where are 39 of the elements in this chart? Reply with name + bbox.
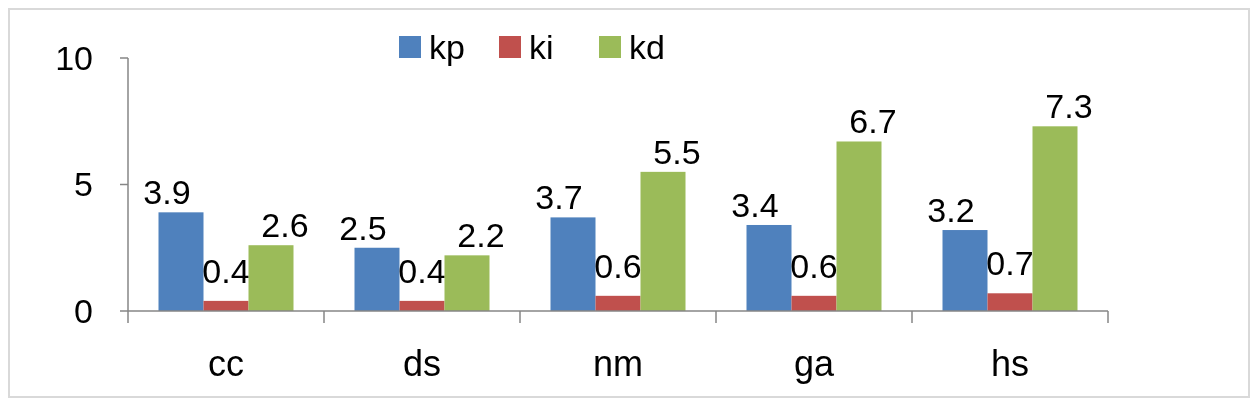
data-label: 3.2 [927, 191, 975, 230]
x-tick-label: nm [592, 343, 644, 384]
bar [354, 247, 400, 311]
y-tick-label: 5 [74, 165, 93, 204]
legend-label: kd [629, 27, 665, 66]
y-tick-label: 0 [74, 291, 93, 330]
bar [640, 171, 686, 311]
data-label: 3.4 [731, 185, 779, 224]
data-label: 7.3 [1045, 87, 1093, 126]
data-label: 2.2 [457, 216, 505, 255]
x-tick-label: cc [208, 343, 244, 384]
data-label: 0.4 [202, 251, 250, 290]
bar [595, 295, 641, 311]
data-label: 6.7 [849, 102, 897, 141]
bar [248, 245, 294, 311]
data-label: 2.6 [261, 206, 309, 245]
data-label: 0.6 [594, 246, 642, 285]
data-label: 0.7 [986, 244, 1034, 283]
bar [836, 141, 882, 311]
data-label: 5.5 [653, 132, 701, 171]
bar [942, 230, 988, 311]
x-tick-label: hs [990, 343, 1030, 384]
data-label: 3.7 [535, 178, 583, 217]
legend-label: ki [529, 27, 554, 66]
x-tick-label: ds [402, 343, 442, 384]
data-label: 0.6 [790, 246, 838, 285]
data-label: 0.4 [398, 251, 446, 290]
bar [987, 293, 1033, 311]
data-label: 3.9 [143, 173, 191, 212]
bar [1032, 126, 1078, 311]
x-tick-label: ga [793, 343, 835, 384]
bar [550, 217, 596, 311]
legend-label: kp [429, 27, 465, 66]
bar [791, 295, 837, 311]
data-label: 2.5 [339, 208, 387, 247]
bar [158, 212, 204, 311]
bar [746, 224, 792, 311]
bar [444, 255, 490, 311]
y-tick-label: 10 [55, 38, 93, 77]
